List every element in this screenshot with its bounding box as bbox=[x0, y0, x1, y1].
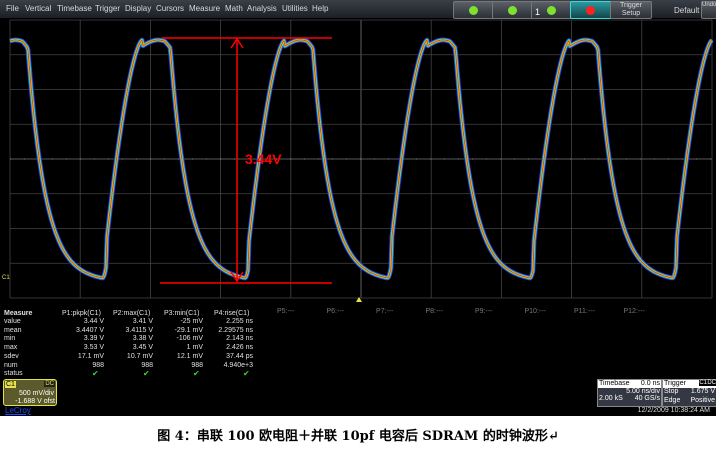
trigger-descriptor[interactable]: Trigger C1 DC Stop 1.675 V Edge Positive bbox=[662, 379, 716, 407]
gridlines bbox=[9, 19, 713, 299]
param-slot[interactable]: P12:--- bbox=[623, 308, 645, 315]
single-trigger-button[interactable]: 1 bbox=[531, 1, 573, 19]
measure-row-label: mean bbox=[4, 326, 22, 334]
status-ok-icon: ✔ bbox=[243, 369, 250, 378]
param-header-p4[interactable]: P4:rise(C1) bbox=[214, 310, 250, 317]
status-ok-icon: ✔ bbox=[143, 369, 150, 378]
channel-descriptor-c1[interactable]: C1 DC 500 mV/div -1.688 V ofst bbox=[3, 379, 57, 406]
param-slot[interactable]: P8:--- bbox=[425, 308, 444, 315]
measure-value: 3.39 V bbox=[83, 335, 104, 343]
measure-value: 988 bbox=[191, 361, 203, 369]
measure-value: 1 mV bbox=[186, 344, 203, 352]
waveform-grid: 3.44V C1 bbox=[2, 19, 714, 302]
menu-help[interactable]: Help bbox=[312, 4, 329, 13]
measure-value: 37.44 ps bbox=[226, 352, 253, 360]
trace-persistence-layer bbox=[9, 39, 713, 279]
measure-value: 10.7 mV bbox=[126, 352, 153, 360]
red-led-icon bbox=[586, 6, 595, 15]
measure-value: -29.1 mV bbox=[174, 326, 203, 334]
arrow-down-icon bbox=[230, 271, 244, 283]
param-header-p1[interactable]: P1:pkpk(C1) bbox=[62, 310, 101, 317]
measure-row-label: sdev bbox=[4, 352, 19, 360]
param-slot[interactable]: P11:--- bbox=[574, 308, 595, 315]
measure-value: 2.255 ns bbox=[226, 318, 253, 325]
param-slot[interactable]: P5:--- bbox=[277, 308, 295, 315]
measure-value: 12.1 mV bbox=[176, 352, 203, 360]
timebase-descriptor[interactable]: Timebase 0.0 ns 5.00 ns/div 2.00 kS 40 GS/… bbox=[597, 379, 662, 407]
green-led-icon bbox=[547, 6, 556, 15]
menu-bar: File Vertical Timebase Trigger Display C… bbox=[0, 0, 716, 19]
measure-value: 3.41 V bbox=[132, 318, 153, 325]
menu-vertical[interactable]: Vertical bbox=[25, 4, 52, 13]
status-ok-icon: ✔ bbox=[193, 369, 200, 378]
figure-caption: 图 4：串联 100 欧电阻＋并联 10pf 电容后 SDRAM 的时钟波形↵ bbox=[157, 429, 559, 444]
undo-button[interactable]: Undo bbox=[701, 1, 716, 19]
menu-display[interactable]: Display bbox=[125, 4, 152, 13]
param-slot[interactable]: P10:--- bbox=[524, 308, 546, 315]
measure-value: 3.38 V bbox=[132, 335, 153, 343]
measure-value: 988 bbox=[141, 361, 153, 369]
measure-row-label: value bbox=[4, 318, 21, 325]
param-slot[interactable]: P7:--- bbox=[376, 308, 394, 315]
trigger-setup-button[interactable]: Trigger Setup bbox=[610, 1, 652, 19]
measure-row-label: max bbox=[4, 344, 18, 352]
lecroy-logo: LeCroy bbox=[5, 406, 31, 415]
measure-value: 17.1 mV bbox=[77, 352, 104, 360]
menu-cursors[interactable]: Cursors bbox=[156, 4, 185, 13]
param-slot[interactable]: P9:--- bbox=[475, 308, 493, 315]
measure-value: 3.53 V bbox=[83, 344, 104, 352]
measure-value: 4.940e+3 bbox=[223, 361, 253, 369]
auto-trigger-button[interactable] bbox=[453, 1, 495, 19]
menu-timebase[interactable]: Timebase bbox=[57, 4, 92, 13]
menu-file[interactable]: File bbox=[6, 4, 19, 13]
measure-value: 2.143 ns bbox=[226, 335, 253, 343]
default-button[interactable]: Default bbox=[674, 6, 700, 15]
normal-trigger-button[interactable] bbox=[492, 1, 534, 19]
menu-measure[interactable]: Measure bbox=[189, 4, 221, 13]
measure-row-label: num bbox=[4, 361, 18, 369]
measure-value: 988 bbox=[92, 361, 104, 369]
menu-math[interactable]: Math bbox=[225, 4, 243, 13]
measure-value: -106 mV bbox=[176, 335, 203, 343]
param-header-p2[interactable]: P2:max(C1) bbox=[113, 310, 151, 317]
amplitude-label: 3.44V bbox=[245, 151, 282, 167]
green-led-icon bbox=[469, 6, 478, 15]
measure-value: 3.45 V bbox=[132, 344, 153, 352]
menu-utilities[interactable]: Utilities bbox=[282, 4, 308, 13]
waveform-trace-c1 bbox=[8, 37, 714, 281]
menu-trigger[interactable]: Trigger bbox=[95, 4, 121, 13]
amplitude-annotation: 3.44V bbox=[160, 37, 332, 284]
measure-value: 2.29575 ns bbox=[218, 326, 253, 334]
status-ok-icon: ✔ bbox=[92, 369, 99, 378]
menu-analysis[interactable]: Analysis bbox=[247, 4, 277, 13]
measure-value: 3.44 V bbox=[83, 318, 104, 325]
arrow-up-icon bbox=[230, 37, 244, 49]
param-slot[interactable]: P6:--- bbox=[326, 308, 345, 315]
channel-marker[interactable]: C1 bbox=[2, 275, 10, 281]
measure-value: 3.4115 V bbox=[125, 326, 153, 334]
stop-trigger-button[interactable] bbox=[570, 1, 612, 19]
trigger-position-marker[interactable] bbox=[356, 297, 362, 302]
measure-value: 2.426 ns bbox=[226, 344, 253, 352]
timestamp: 12/2/2009 10:38:24 AM bbox=[637, 407, 710, 414]
measure-value: -25 mV bbox=[180, 318, 203, 325]
measure-value: 3.4407 V bbox=[75, 326, 104, 334]
param-header-p3[interactable]: P3:min(C1) bbox=[164, 310, 200, 317]
oscilloscope-screen: File Vertical Timebase Trigger Display C… bbox=[0, 0, 716, 416]
green-led-icon bbox=[508, 6, 517, 15]
measure-row-label: min bbox=[4, 335, 16, 343]
